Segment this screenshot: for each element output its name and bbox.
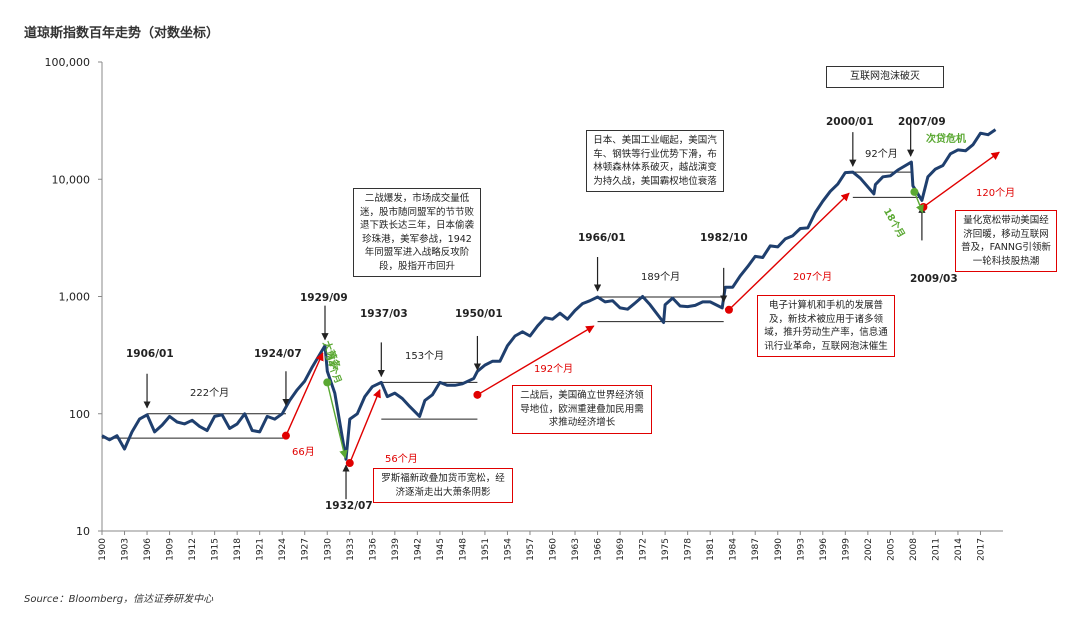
- x-tick-label-1945: 1945: [436, 538, 446, 561]
- note-qe-era: 量化宽松带动美国经济回暖，移动互联网普及，FANNG引领新一轮科技股热潮: [955, 210, 1057, 272]
- x-tick-label-1990: 1990: [774, 538, 784, 561]
- x-tick-label-1972: 1972: [639, 538, 649, 561]
- x-tick-label-1960: 1960: [549, 538, 559, 561]
- duration-subprime-label: 次贷危机: [926, 134, 966, 145]
- x-tick-label-2008: 2008: [909, 538, 919, 561]
- x-tick-label-2017: 2017: [976, 538, 986, 561]
- duration-56: 56个月: [385, 454, 418, 465]
- x-tick-label-1981: 1981: [706, 538, 716, 561]
- x-tick-label-1912: 1912: [188, 538, 198, 561]
- date-label-1950: 1950/01: [455, 308, 503, 320]
- date-label-1929: 1929/09: [300, 292, 348, 304]
- date-label-1937: 1937/03: [360, 308, 408, 320]
- duration-222: 222个月: [190, 388, 230, 399]
- trend-dot-6: [910, 187, 919, 196]
- x-tick-label-1996: 1996: [819, 538, 829, 561]
- x-tick-label-1984: 1984: [729, 538, 739, 561]
- x-tick-label-1987: 1987: [751, 538, 761, 561]
- trend-dot-0: [281, 431, 290, 440]
- trend-dot-3: [724, 305, 733, 314]
- x-tick-label-1924: 1924: [278, 538, 288, 561]
- date-label-1932: 1932/07: [325, 500, 373, 512]
- duration-66: 66月: [292, 447, 315, 458]
- x-tick-label-1939: 1939: [391, 538, 401, 561]
- date-label-1966: 1966/01: [578, 232, 626, 244]
- note-new-deal: 罗斯福新政叠加货币宽松，经济逐渐走出大萧条阴影: [373, 468, 513, 503]
- chart-title: 道琼斯指数百年走势（对数坐标）: [24, 26, 220, 41]
- note-japan-rise: 日本、美国工业崛起，美国汽车、钢铁等行业优势下滑，布林顿森林体系破灭，越战演变为…: [586, 130, 724, 192]
- x-tick-label-2005: 2005: [886, 538, 896, 561]
- x-tick-label-1951: 1951: [481, 538, 491, 561]
- trend-dot-1: [345, 459, 354, 468]
- y-tick-label-10000: 10,000: [52, 173, 91, 186]
- x-tick-label-1948: 1948: [458, 538, 468, 561]
- trend-arrow-2: [477, 325, 595, 396]
- note-ww2: 二战爆发，市场成交量低迷，股市随同盟军的节节败退下跌长达三年，日本偷袭珍珠港，美…: [353, 188, 481, 277]
- date-label-1906: 1906/01: [126, 348, 174, 360]
- duration-189: 189个月: [641, 272, 681, 283]
- date-label-2000: 2000/01: [826, 116, 874, 128]
- x-tick-label-1927: 1927: [301, 538, 311, 561]
- x-tick-label-1936: 1936: [368, 538, 378, 561]
- x-tick-label-1933: 1933: [346, 538, 356, 561]
- date-label-1982: 1982/10: [700, 232, 748, 244]
- duration-153: 153个月: [405, 351, 445, 362]
- trend-dot-5: [323, 378, 332, 387]
- note-post-ww2: 二战后，美国确立世界经济领导地位，欧洲重建叠加民用需求推动经济增长: [512, 385, 652, 434]
- trend-arrow-5: [326, 382, 348, 459]
- trend-arrow-4: [923, 151, 1000, 208]
- x-tick-label-1993: 1993: [796, 538, 806, 561]
- x-tick-label-2011: 2011: [931, 538, 941, 561]
- x-tick-label-2002: 2002: [864, 538, 874, 561]
- x-tick-label-1978: 1978: [684, 538, 694, 561]
- y-tick-label-100000: 100,000: [45, 56, 91, 69]
- trend-arrow-3: [728, 192, 850, 311]
- trend-arrow-0: [285, 352, 324, 436]
- dow-series-line: [101, 128, 997, 461]
- trend-arrow-1: [349, 389, 381, 464]
- x-tick-label-1921: 1921: [256, 538, 266, 561]
- duration-192: 192个月: [534, 364, 574, 375]
- x-tick-label-1909: 1909: [166, 538, 176, 561]
- duration-120: 120个月: [976, 188, 1016, 199]
- duration-92: 92个月: [865, 149, 898, 160]
- x-tick-label-1963: 1963: [571, 538, 581, 561]
- source-note: Source：Bloomberg，信达证券研发中心: [24, 594, 214, 605]
- note-dotcom-burst: 互联网泡沫破灭: [826, 66, 944, 88]
- date-label-1924: 1924/07: [254, 348, 302, 360]
- x-tick-label-1918: 1918: [233, 538, 243, 561]
- x-tick-label-1915: 1915: [211, 538, 221, 561]
- date-label-2009: 2009/03: [910, 273, 958, 285]
- x-tick-label-1954: 1954: [503, 538, 513, 561]
- x-tick-label-1957: 1957: [526, 538, 536, 561]
- x-tick-label-1906: 1906: [143, 538, 153, 561]
- x-tick-label-1999: 1999: [841, 538, 851, 561]
- trend-dot-2: [473, 390, 482, 399]
- x-tick-label-2014: 2014: [954, 538, 964, 561]
- x-tick-label-1966: 1966: [594, 538, 604, 561]
- date-label-2007: 2007/09: [898, 116, 946, 128]
- x-tick-label-1903: 1903: [121, 538, 131, 561]
- y-tick-label-10: 10: [76, 525, 90, 538]
- x-tick-label-1969: 1969: [616, 538, 626, 561]
- x-tick-label-1942: 1942: [413, 538, 423, 561]
- x-tick-label-1930: 1930: [323, 538, 333, 561]
- x-tick-label-1900: 1900: [98, 538, 108, 561]
- y-tick-label-1000: 1,000: [59, 291, 91, 304]
- note-computer-era: 电子计算机和手机的发展普及，新技术被应用于诸多领域，推升劳动生产率，信息通讯行业…: [757, 295, 895, 357]
- y-tick-label-100: 100: [69, 408, 90, 421]
- x-tick-label-1975: 1975: [661, 538, 671, 561]
- duration-207: 207个月: [793, 272, 833, 283]
